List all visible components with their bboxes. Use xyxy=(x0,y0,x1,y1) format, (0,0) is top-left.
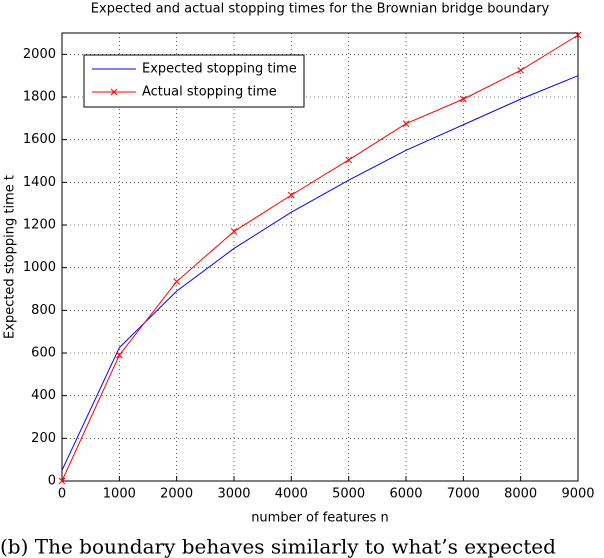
x-tick-label: 2000 xyxy=(160,487,193,502)
point-marker xyxy=(230,228,238,235)
legend-label: Actual stopping time xyxy=(142,85,277,100)
y-tick-label: 800 xyxy=(31,303,56,318)
chart-title: Expected and actual stopping times for t… xyxy=(91,2,550,17)
x-tick-label: 1000 xyxy=(103,487,136,502)
point-marker xyxy=(173,278,181,285)
y-tick-label: 400 xyxy=(31,388,56,403)
x-tick-label: 7000 xyxy=(447,487,480,502)
point-marker xyxy=(574,31,582,39)
x-tick-label: 9000 xyxy=(561,487,594,502)
series-line xyxy=(61,75,579,471)
y-tick-label: 600 xyxy=(31,346,56,361)
point-marker xyxy=(459,95,467,103)
y-tick-label: 1400 xyxy=(23,175,56,190)
x-tick-label: 8000 xyxy=(504,487,537,502)
point-marker xyxy=(58,477,66,485)
point-marker xyxy=(517,66,525,74)
legend-marker xyxy=(110,88,118,96)
plot-area xyxy=(62,33,578,481)
y-axis-label: Expected stopping time t xyxy=(3,175,18,339)
legend-label: Expected stopping time xyxy=(142,62,297,77)
legend-box xyxy=(83,54,305,108)
y-tick-label: 200 xyxy=(31,431,56,446)
y-tick-label: 0 xyxy=(48,474,56,489)
point-marker xyxy=(402,120,410,128)
caption: (b) The boundary behaves similarly to wh… xyxy=(0,535,556,558)
x-tick-label: 0 xyxy=(58,487,66,502)
y-tick-label: 2000 xyxy=(23,47,56,62)
point-marker xyxy=(115,351,123,359)
y-tick-label: 1000 xyxy=(23,260,56,275)
y-tick-label: 1200 xyxy=(23,218,56,233)
x-tick-label: 6000 xyxy=(389,487,422,502)
x-tick-label: 3000 xyxy=(217,487,250,502)
series-line xyxy=(61,34,579,482)
x-tick-label: 4000 xyxy=(275,487,308,502)
point-marker xyxy=(345,156,353,164)
x-tick-label: 5000 xyxy=(332,487,365,502)
y-tick-label: 1600 xyxy=(23,132,56,147)
y-tick-label: 1800 xyxy=(23,90,56,105)
axes-box xyxy=(61,32,579,482)
x-axis-label: number of features n xyxy=(251,511,389,526)
point-marker xyxy=(287,191,295,199)
